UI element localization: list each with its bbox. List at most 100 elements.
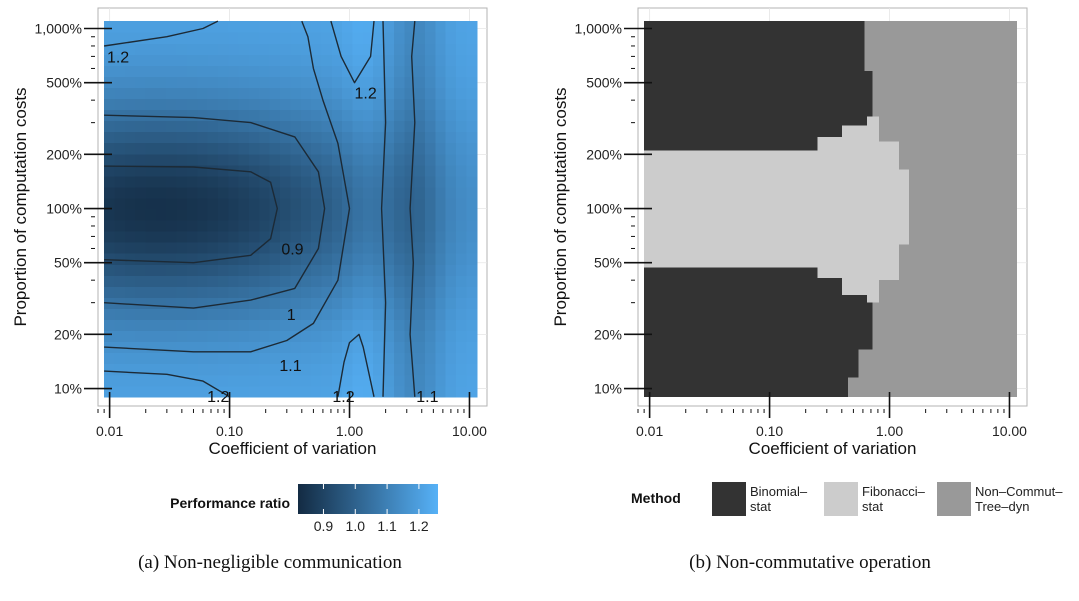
- region-fibonacci-stat: [644, 116, 909, 303]
- heatmap-cell: [373, 120, 385, 133]
- heatmap-cell: [186, 142, 198, 155]
- legend-label-line2: stat: [750, 499, 771, 514]
- heatmap-cell: [290, 219, 302, 232]
- contour-label: 1.2: [354, 86, 376, 103]
- heatmap-cell: [466, 43, 478, 55]
- heatmap-cell: [425, 186, 436, 199]
- heatmap-cell: [393, 21, 405, 33]
- heatmap-cell: [259, 43, 271, 55]
- heatmap-cell: [269, 164, 281, 177]
- heatmap-cell: [466, 197, 478, 210]
- heatmap-cell: [404, 308, 416, 321]
- heatmap-cell: [445, 374, 457, 387]
- heatmap-cell: [269, 352, 281, 365]
- heatmap-cell: [342, 385, 354, 398]
- contour-label: 1: [287, 307, 296, 324]
- heatmap-cell: [197, 330, 209, 343]
- heatmap-cell: [228, 330, 240, 343]
- heatmap-cell: [321, 164, 333, 177]
- heatmap-cell: [207, 87, 219, 100]
- heatmap-cell: [393, 98, 405, 111]
- heatmap-cell: [145, 76, 157, 88]
- heatmap-cell: [300, 175, 312, 188]
- heatmap-cell: [217, 109, 229, 122]
- heatmap-cell: [249, 286, 260, 298]
- heatmap-cell: [259, 253, 271, 265]
- heatmap-cell: [290, 231, 302, 243]
- contour-lines: [103, 20, 416, 398]
- heatmap-cell: [186, 242, 198, 254]
- heatmap-cell: [135, 219, 147, 232]
- heatmap-cell: [321, 186, 333, 199]
- heatmap-cell: [228, 275, 240, 287]
- heatmap-cell: [435, 231, 447, 243]
- heatmap-cell: [435, 109, 447, 122]
- heatmap-cell: [186, 153, 198, 166]
- heatmap-cell: [435, 319, 447, 332]
- heatmap-cell: [342, 43, 354, 55]
- heatmap-cell: [373, 208, 385, 221]
- heatmap-cell: [259, 175, 271, 188]
- heatmap-cell: [466, 330, 478, 343]
- heatmap-cell: [373, 164, 385, 177]
- heatmap-cell: [290, 142, 302, 155]
- heatmap-cell: [404, 385, 416, 398]
- heatmap-cell: [331, 153, 343, 166]
- heatmap-cell: [124, 275, 136, 287]
- heatmap-cell: [145, 219, 157, 232]
- heatmap-cell: [135, 197, 147, 210]
- heatmap-cell: [373, 264, 385, 276]
- heatmap-cell: [290, 264, 302, 276]
- heatmap-cell: [104, 98, 116, 111]
- heatmap-cell: [166, 242, 178, 254]
- heatmap-cell: [166, 197, 178, 210]
- heatmap-cell: [197, 197, 209, 210]
- heatmap-cell: [373, 231, 385, 243]
- heatmap-cell: [311, 286, 323, 298]
- heatmap-cell: [228, 120, 240, 133]
- heatmap-cell: [166, 32, 178, 44]
- heatmap-cell: [197, 32, 209, 44]
- heatmap-cell: [166, 131, 178, 144]
- heatmap-cell: [456, 319, 468, 332]
- heatmap-cell: [445, 363, 457, 376]
- heatmap-cell: [197, 242, 209, 254]
- heatmap-cell: [155, 65, 167, 77]
- heatmap-cell: [300, 253, 312, 265]
- heatmap-cell: [311, 32, 323, 44]
- heatmap-cell: [104, 363, 116, 376]
- heatmap-cell: [456, 164, 468, 177]
- heatmap-cell: [300, 385, 312, 398]
- heatmap-cell: [114, 164, 126, 177]
- heatmap-cell: [362, 87, 374, 100]
- heatmap-cell: [280, 175, 292, 188]
- y-axis-title: Proportion of computation costs: [11, 87, 30, 326]
- heatmap-cell: [342, 76, 354, 88]
- heatmap-cell: [352, 186, 364, 199]
- heatmap-cell: [383, 275, 395, 287]
- heatmap-cell: [321, 374, 333, 387]
- heatmap-cell: [300, 32, 312, 44]
- heatmap-cell: [311, 242, 323, 254]
- heatmap-cell: [331, 297, 343, 309]
- heatmap-cell: [207, 308, 219, 321]
- heatmap-cell: [145, 385, 157, 398]
- heatmap-cell: [373, 197, 385, 210]
- contour-label: 1.2: [207, 389, 229, 406]
- heatmap-cell: [414, 87, 426, 100]
- heatmap-cell: [414, 21, 426, 33]
- heatmap-cell: [404, 76, 416, 88]
- heatmap-cell: [259, 197, 271, 210]
- heatmap-cell: [435, 98, 447, 111]
- heatmap-cell: [383, 352, 395, 365]
- heatmap-cell: [300, 208, 312, 221]
- heatmap-cell: [290, 330, 302, 343]
- heatmap-cell: [249, 231, 260, 243]
- heatmap-cell: [176, 219, 188, 232]
- heatmap-cell: [414, 319, 426, 332]
- heatmap-cell: [145, 175, 157, 188]
- heatmap-cell: [238, 43, 250, 55]
- heatmap-cell: [207, 286, 219, 298]
- heatmap-cell: [383, 43, 395, 55]
- heatmap-cell: [445, 109, 457, 122]
